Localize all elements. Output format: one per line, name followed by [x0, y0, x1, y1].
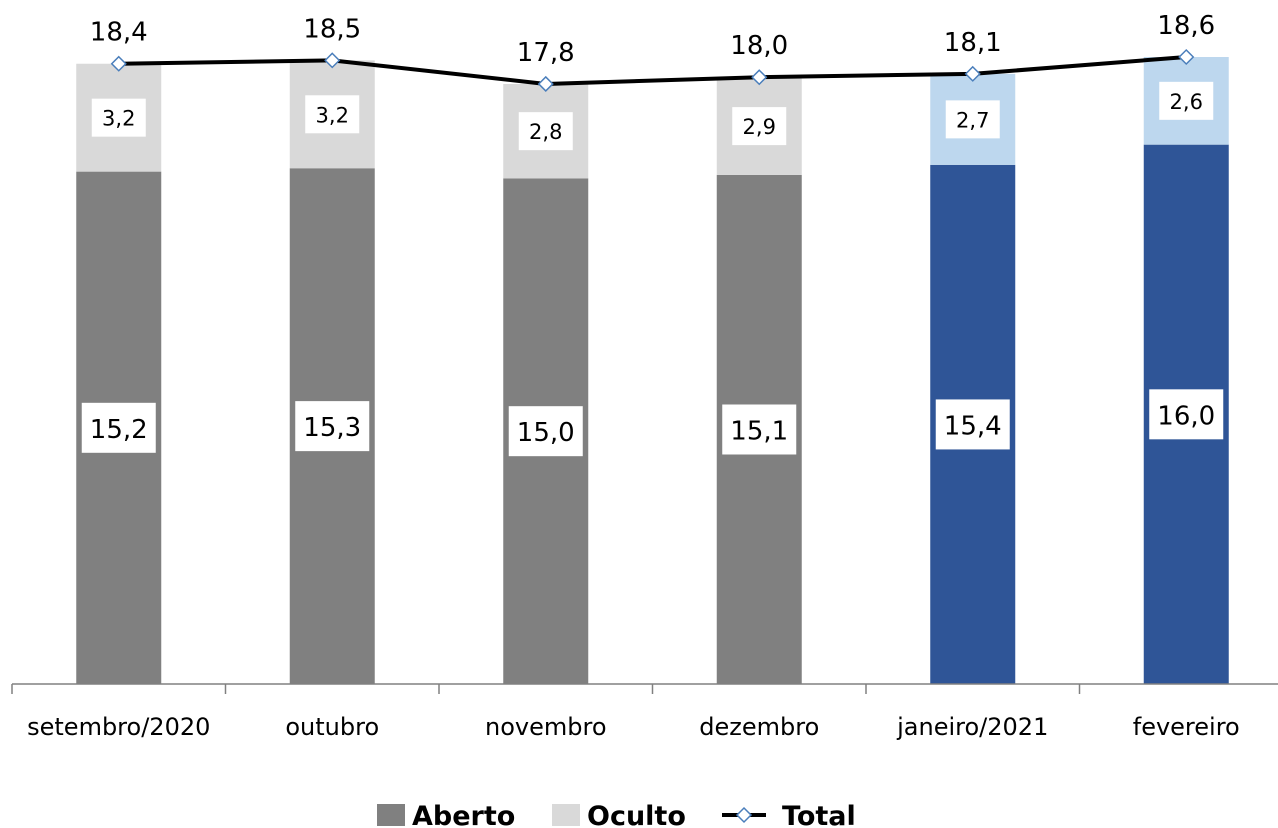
legend-marker-total [735, 806, 753, 824]
label-box-oculto [91, 98, 146, 137]
label-box-oculto [732, 107, 787, 146]
x-axis: setembro/2020 outubro novembro dezembro jane… [11, 683, 1278, 741]
data-label-total: 17,8 [517, 38, 575, 68]
legend-label-oculto: Oculto [587, 801, 686, 828]
data-label-aberto: 15,1 [730, 416, 788, 446]
data-label-total: 18,5 [303, 14, 361, 44]
label-box-oculto [1159, 81, 1214, 120]
data-label-total: 18,6 [1157, 11, 1215, 41]
legend-label-aberto: Aberto [412, 801, 515, 828]
data-label-aberto: 15,2 [90, 415, 148, 445]
data-label-oculto: 3,2 [316, 103, 349, 127]
x-tick-label: fevereiro [1133, 713, 1240, 741]
label-box-aberto [81, 402, 156, 453]
x-tick-label: setembro/2020 [27, 713, 210, 741]
data-label-oculto: 2,9 [743, 115, 776, 139]
label-box-aberto [295, 401, 370, 452]
total-marker [537, 75, 554, 93]
data-label-oculto: 3,2 [102, 107, 135, 131]
x-tick-label: novembro [485, 713, 607, 741]
data-label-aberto: 15,0 [517, 418, 575, 448]
label-box-oculto [945, 100, 1000, 139]
total-marker [110, 55, 127, 72]
total-line-layer [110, 48, 1195, 93]
legend-swatch-aberto [377, 804, 405, 826]
label-box-aberto [935, 399, 1010, 450]
x-tick-label: dezembro [699, 713, 819, 741]
total-line [118, 55, 1187, 86]
legend: Aberto Oculto Total [377, 801, 856, 828]
bars-layer [76, 57, 1229, 685]
data-label-total: 18,1 [944, 28, 1002, 58]
label-box-aberto [508, 406, 583, 457]
data-label-oculto: 2,6 [1170, 90, 1203, 114]
data-label-total: 18,0 [730, 31, 788, 61]
data-label-total: 18,4 [90, 18, 148, 48]
total-marker [1178, 48, 1195, 66]
total-marker [324, 52, 341, 69]
total-marker [751, 69, 768, 86]
data-label-aberto: 15,4 [944, 411, 1002, 441]
total-marker [964, 65, 981, 82]
legend-label-total: Total [782, 801, 856, 828]
data-label-oculto: 2,7 [956, 108, 989, 132]
data-label-aberto: 15,3 [303, 413, 361, 443]
label-box-oculto [518, 112, 573, 151]
x-tick-label: janeiro/2021 [896, 713, 1048, 741]
data-label-aberto: 16,0 [1157, 401, 1215, 431]
label-box-oculto [305, 95, 360, 134]
labels-layer: 15,2 3,2 15,3 3,2 15,0 2,8 15,1 2,9 15,4 2,7 16,0 2… [81, 11, 1224, 457]
legend-swatch-oculto [552, 804, 580, 826]
data-label-oculto: 2,8 [529, 120, 562, 144]
label-box-aberto [1149, 389, 1224, 440]
label-box-aberto [722, 404, 797, 455]
x-tick-label: outubro [285, 713, 379, 741]
